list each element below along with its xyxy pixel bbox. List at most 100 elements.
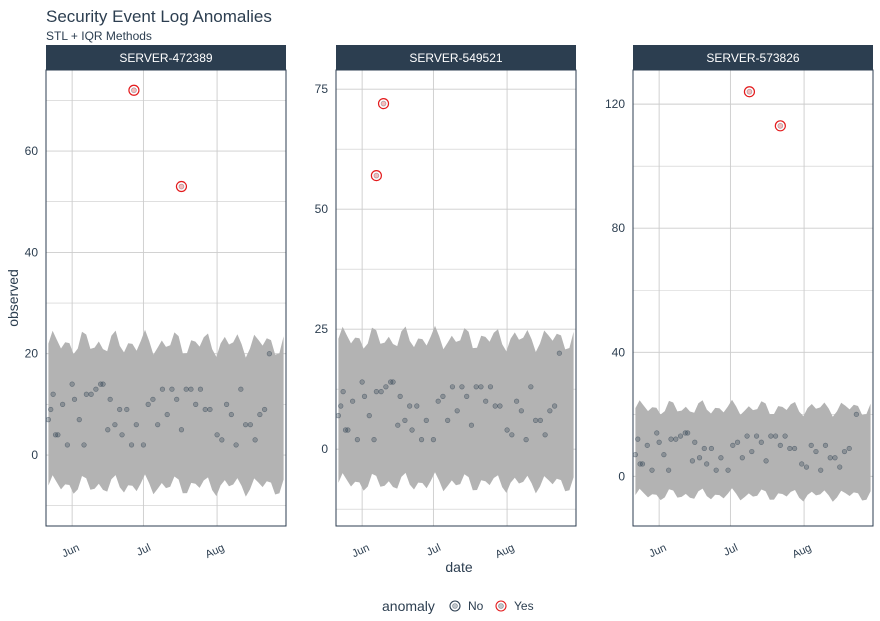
data-point	[758, 439, 764, 445]
data-point	[704, 461, 710, 467]
data-point	[677, 433, 684, 439]
data-point	[753, 433, 760, 439]
data-point	[414, 403, 420, 409]
data-point	[361, 393, 368, 400]
data-point	[371, 437, 377, 443]
data-point	[64, 442, 70, 448]
x-tick-label: Jul	[425, 542, 443, 559]
data-point	[119, 432, 125, 438]
data-point	[673, 436, 679, 442]
data-point	[644, 442, 650, 448]
data-point	[178, 427, 185, 433]
data-point	[150, 396, 156, 402]
data-point	[128, 442, 135, 448]
data-point	[202, 406, 208, 413]
data-point	[243, 422, 249, 428]
data-point	[799, 461, 805, 467]
data-point	[71, 396, 78, 402]
data-point	[48, 406, 54, 413]
y-tick-label: 0	[321, 442, 328, 456]
data-point	[853, 411, 859, 417]
data-point	[692, 439, 698, 445]
anomaly-point	[746, 88, 753, 95]
data-point	[155, 422, 161, 428]
data-point	[45, 417, 51, 423]
facet-strip	[633, 45, 873, 70]
data-point	[523, 437, 529, 443]
data-point	[430, 437, 437, 443]
data-point	[219, 437, 225, 443]
data-point	[183, 386, 189, 392]
data-point	[50, 391, 56, 397]
data-point	[730, 442, 736, 448]
data-point	[223, 401, 230, 408]
data-point	[257, 411, 263, 418]
y-tick-label: 0	[618, 469, 625, 483]
data-point	[632, 452, 638, 458]
data-point	[76, 417, 82, 423]
data-point	[174, 396, 180, 402]
data-point	[787, 445, 793, 452]
y-tick-label: 40	[612, 345, 626, 359]
data-point	[846, 445, 852, 452]
legend-label: No	[468, 599, 484, 613]
data-point	[504, 427, 510, 433]
data-point	[335, 413, 341, 419]
y-axis-title: observed	[5, 269, 21, 327]
data-point	[734, 439, 741, 445]
data-point	[649, 467, 655, 473]
data-point	[350, 398, 356, 404]
data-point	[418, 437, 425, 443]
data-point	[635, 436, 641, 442]
data-point	[93, 386, 99, 392]
data-point	[841, 448, 848, 455]
data-point	[164, 411, 170, 418]
data-point	[112, 422, 118, 428]
anomaly-point	[777, 123, 784, 129]
data-point	[266, 351, 272, 357]
data-point	[497, 403, 503, 409]
panel-border	[632, 69, 874, 527]
facet-strip-label: SERVER-573826	[706, 51, 799, 65]
data-point	[407, 403, 413, 409]
data-point	[668, 436, 674, 442]
data-point	[188, 386, 194, 392]
data-point	[509, 432, 515, 438]
data-point	[518, 408, 524, 414]
data-point	[252, 437, 258, 443]
y-tick-label: 75	[315, 82, 329, 96]
data-point	[533, 417, 539, 424]
chart-subtitle: STL + IQR Methods	[46, 29, 152, 43]
data-point	[449, 384, 456, 390]
data-point	[233, 442, 239, 448]
data-point	[537, 417, 543, 424]
y-tick-label: 25	[315, 322, 329, 336]
data-point	[378, 389, 384, 395]
data-point	[340, 389, 346, 395]
data-point	[247, 422, 253, 428]
normal-range-band	[338, 325, 574, 494]
data-point	[803, 464, 810, 470]
y-tick-label: 0	[31, 448, 38, 462]
data-point	[547, 408, 553, 414]
data-point	[822, 442, 829, 448]
data-point	[689, 458, 696, 464]
data-point	[473, 384, 479, 390]
data-point	[827, 455, 833, 461]
data-point	[468, 422, 475, 428]
legend-key-ring	[495, 600, 507, 612]
data-point	[639, 461, 646, 467]
data-point	[701, 445, 707, 452]
data-point	[262, 406, 268, 413]
data-point	[772, 433, 779, 439]
data-point	[409, 427, 415, 433]
facet-strip-label: SERVER-472389	[119, 51, 212, 65]
anomaly-ring	[128, 84, 140, 96]
data-point	[133, 422, 139, 428]
data-point	[708, 445, 715, 452]
data-point	[69, 381, 75, 387]
anomaly-point	[131, 87, 137, 94]
y-tick-label: 50	[315, 202, 329, 216]
